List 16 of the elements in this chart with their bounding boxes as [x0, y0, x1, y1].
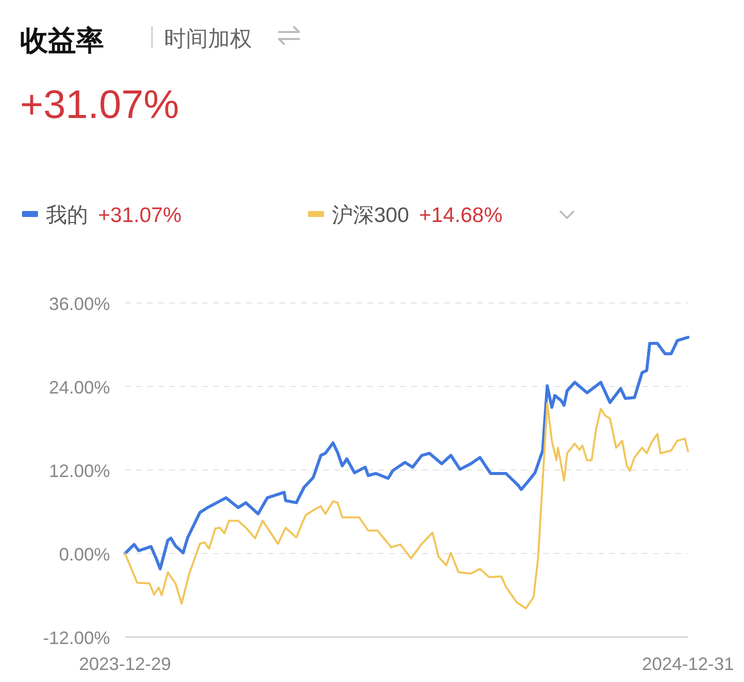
- text: +14.68%: [419, 204, 503, 227]
- chart-title: 收益率: [20, 25, 104, 56]
- legend-label: 沪深300: [332, 204, 410, 227]
- y-tick-label: 36.00%: [48, 294, 110, 314]
- line-series: [124, 402, 689, 610]
- line-series: [124, 336, 690, 570]
- y-tick-label: 0.00%: [58, 544, 110, 564]
- y-tick-label: -12.00%: [42, 628, 110, 648]
- text: +31.07%: [20, 83, 180, 127]
- legend-label: 我的: [46, 204, 88, 227]
- text: +31.07%: [98, 204, 182, 227]
- x-tick-label: 2024-12-31: [642, 654, 734, 674]
- y-tick-label: 12.00%: [48, 461, 110, 481]
- chart-subtitle: 时间加权: [164, 26, 252, 51]
- x-tick-label: 2023-12-29: [78, 654, 172, 674]
- y-tick-label: 24.00%: [48, 378, 110, 398]
